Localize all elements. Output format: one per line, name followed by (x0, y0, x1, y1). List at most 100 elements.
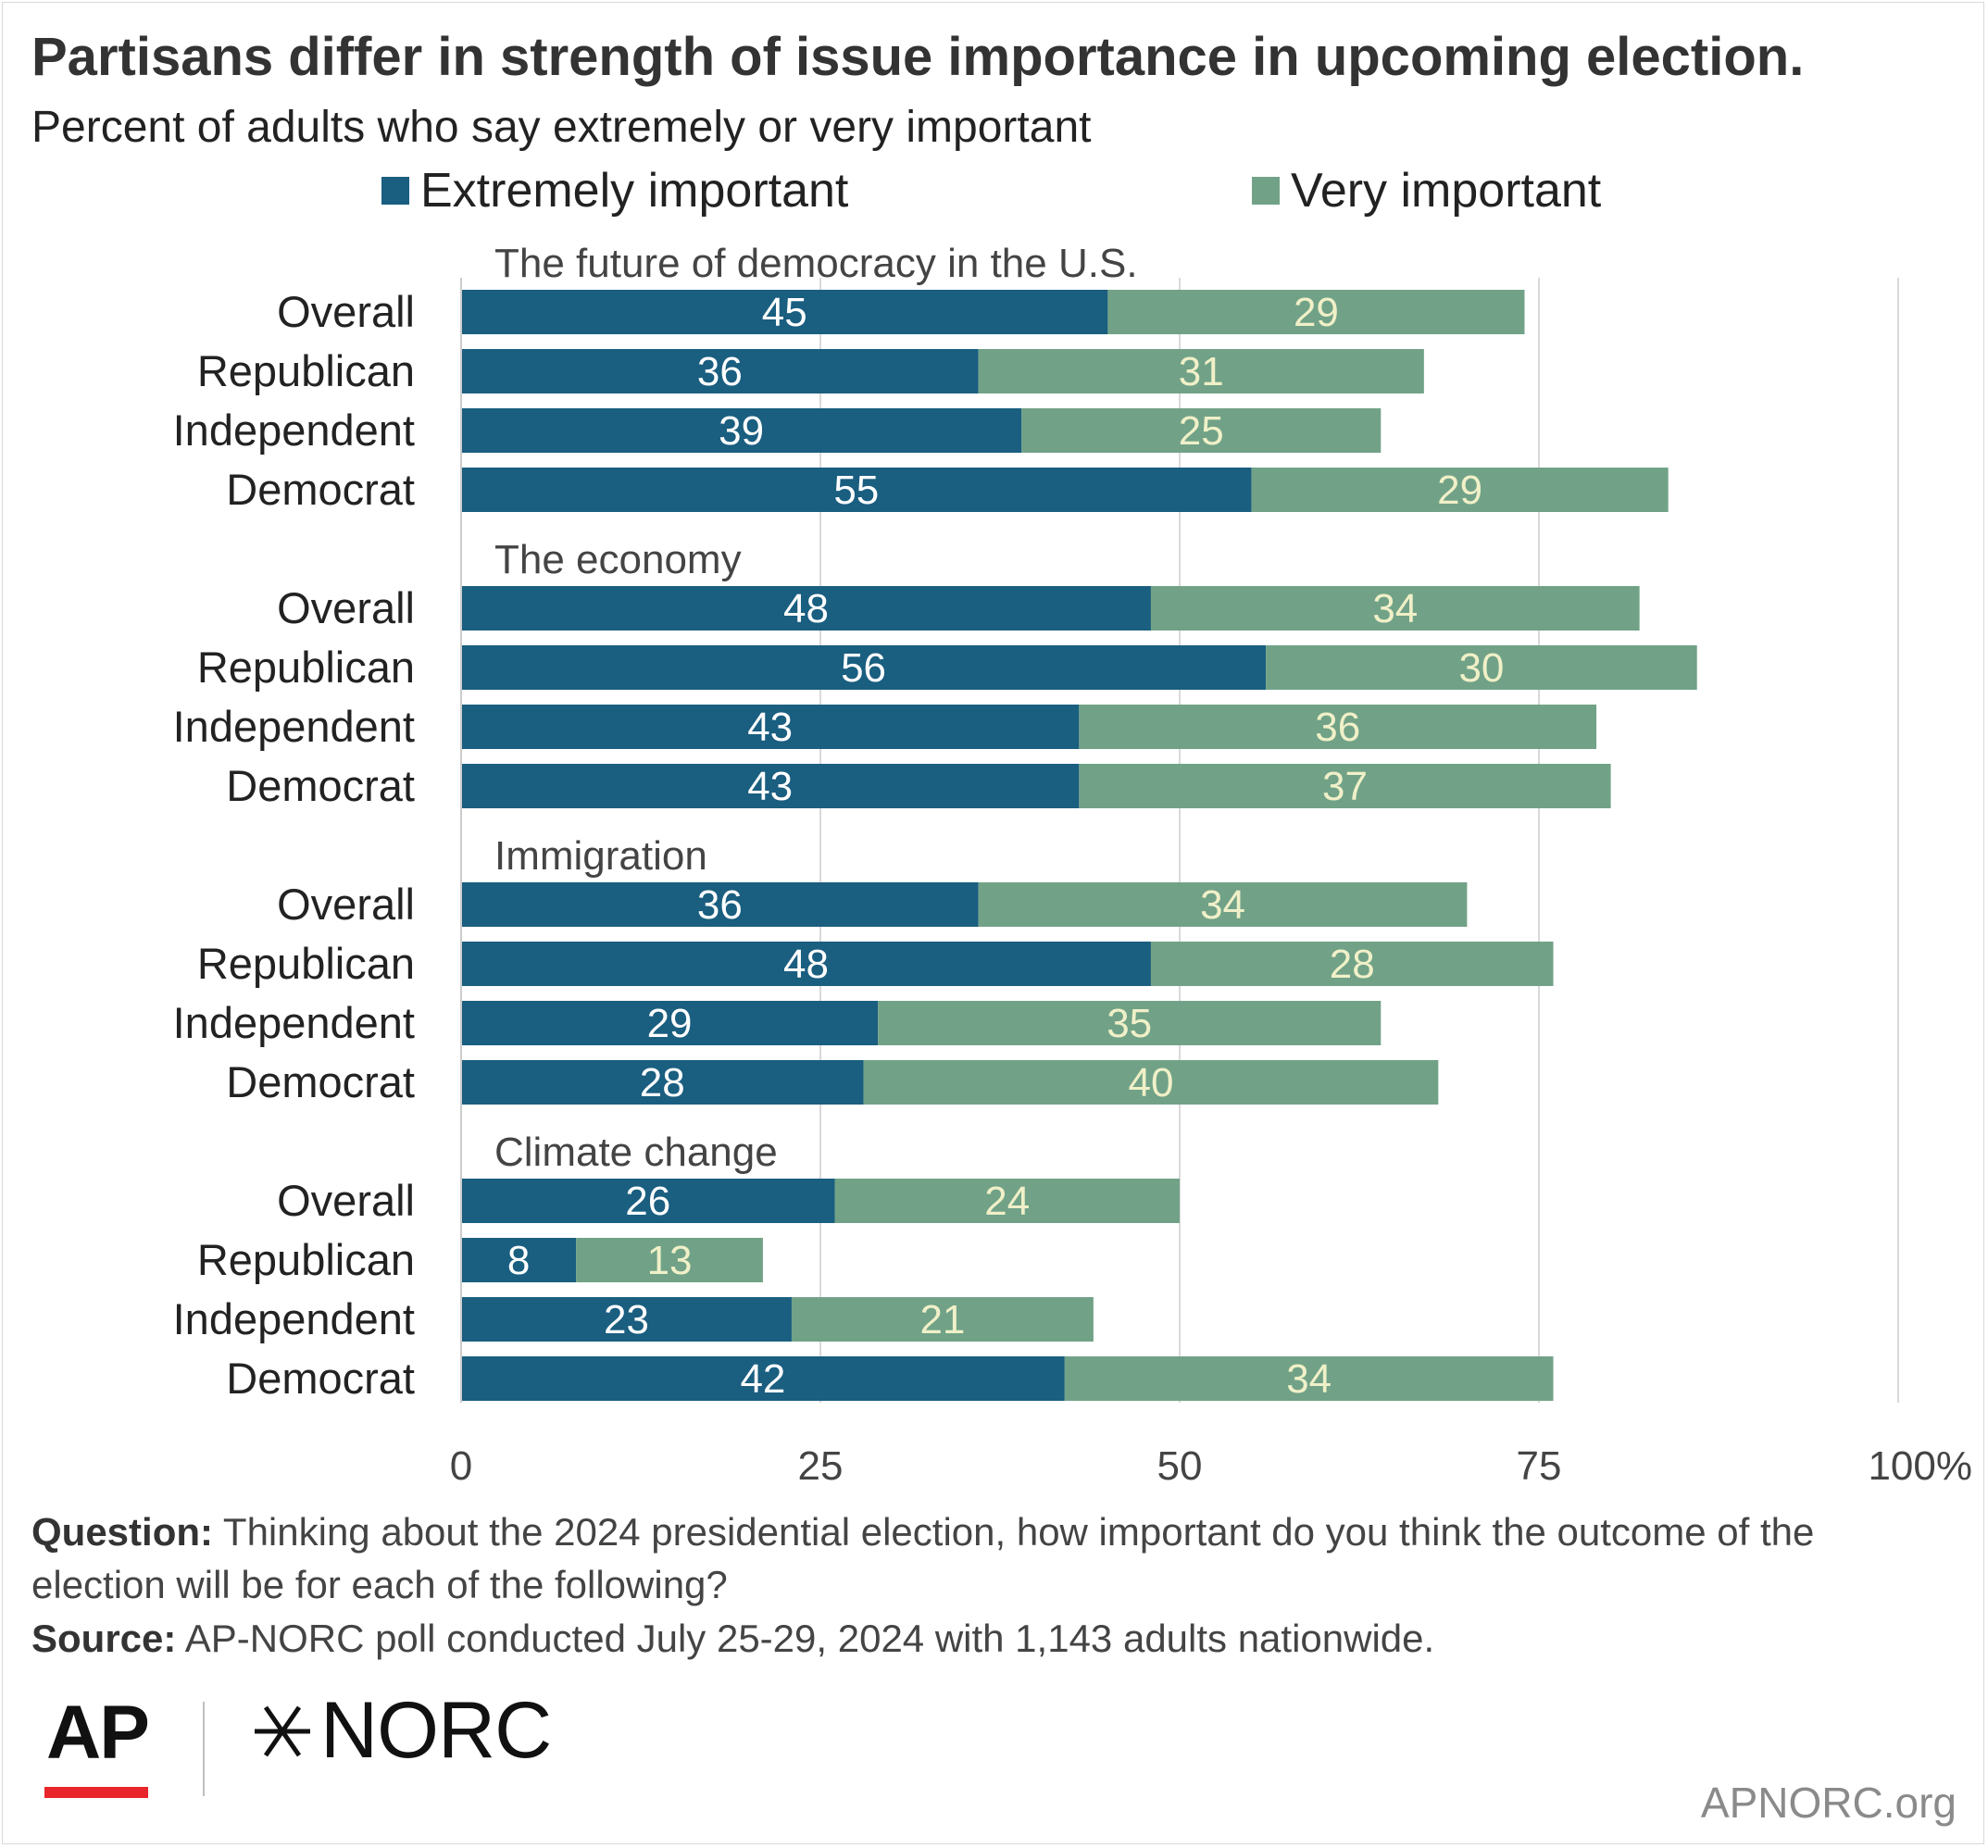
data-label: 36 (1315, 705, 1360, 750)
data-label: 29 (1437, 468, 1482, 513)
row-label: Overall (277, 880, 415, 929)
data-label: 23 (604, 1297, 649, 1342)
bar-very (1021, 408, 1382, 453)
star-mark-icon (255, 1705, 310, 1756)
data-label: 8 (507, 1238, 530, 1283)
source-label: Source: (31, 1617, 177, 1660)
legend-label-extremely: Extremely important (420, 164, 849, 218)
bar-very (1150, 942, 1554, 986)
data-label: 24 (984, 1179, 1030, 1224)
bar-extremely (461, 349, 979, 393)
source-note: Source: AP-NORC poll conducted July 25-2… (31, 1612, 1434, 1665)
data-label: 21 (919, 1297, 965, 1342)
data-label: 29 (647, 1001, 693, 1046)
row-label: Republican (197, 1235, 415, 1284)
question-note: Question: Thinking about the 2024 presid… (31, 1505, 1957, 1611)
data-label: 28 (1330, 942, 1375, 987)
group-title: Immigration (494, 833, 707, 879)
row-label: Republican (197, 346, 415, 395)
data-label: 30 (1458, 645, 1504, 691)
row-label: Independent (173, 1294, 415, 1343)
row-label: Overall (277, 583, 415, 632)
ap-logo: AP (46, 1691, 150, 1775)
bar-very (1064, 1356, 1554, 1401)
legend-item-very: Very important (1252, 163, 1601, 219)
bar-extremely (461, 1238, 577, 1282)
bar-very (1107, 290, 1525, 334)
group-title: The future of democracy in the U.S. (494, 241, 1138, 286)
data-label: 28 (640, 1060, 685, 1105)
row-label: Democrat (226, 1057, 415, 1106)
chart-title: Partisans differ in strength of issue im… (31, 27, 1805, 87)
data-label: 34 (1372, 586, 1418, 631)
x-tick-label: 25 (798, 1443, 844, 1489)
ap-logo-bar (44, 1787, 148, 1798)
data-label: 43 (747, 705, 793, 750)
x-tick-label: 0 (450, 1443, 472, 1489)
group-title: Climate change (494, 1130, 778, 1175)
row-label: Democrat (226, 465, 415, 514)
data-label: 48 (783, 942, 829, 987)
bar-extremely (461, 1356, 1065, 1401)
data-label: 56 (841, 645, 886, 691)
question-label: Question: (31, 1510, 213, 1554)
data-label: 29 (1294, 290, 1339, 335)
bar-very (576, 1238, 763, 1282)
data-label: 26 (625, 1179, 670, 1224)
bar-very (978, 882, 1468, 927)
group-title: The economy (494, 537, 742, 582)
bar-extremely (461, 1001, 879, 1045)
data-label: 43 (747, 764, 793, 809)
row-label: Democrat (226, 761, 415, 810)
bar-very (863, 1060, 1439, 1105)
legend-item-extremely: Extremely important (381, 163, 848, 219)
stacked-bar-chart: The future of democracy in the U.S. Overa… (173, 241, 1972, 1489)
bar-extremely (461, 882, 979, 927)
data-label: 42 (740, 1356, 785, 1402)
data-label: 55 (833, 468, 879, 513)
data-label: 35 (1107, 1001, 1152, 1046)
data-label: 13 (647, 1238, 693, 1283)
norc-logo-text: NORC (320, 1686, 552, 1775)
x-tick-label: 75 (1517, 1443, 1562, 1489)
bar-very (834, 1179, 1180, 1223)
data-label: 45 (762, 290, 807, 335)
bar-very (791, 1297, 1094, 1342)
bar-extremely (461, 645, 1267, 690)
source-text: AP-NORC poll conducted July 25-29, 2024 … (176, 1617, 1435, 1660)
data-label: 31 (1179, 349, 1224, 394)
logo-divider (203, 1702, 205, 1796)
row-label: Overall (277, 287, 415, 336)
norc-logo: NORC (252, 1685, 552, 1777)
row-label: Overall (277, 1176, 415, 1225)
bar-extremely (461, 764, 1080, 808)
data-label: 36 (697, 882, 743, 928)
bar-extremely (461, 942, 1151, 986)
data-label: 48 (783, 586, 829, 631)
data-label: 39 (719, 408, 764, 454)
bar-extremely (461, 1297, 792, 1342)
bar-extremely (461, 1179, 835, 1223)
row-label: Republican (197, 939, 415, 988)
bar-extremely (461, 468, 1252, 512)
bar-very (1079, 764, 1611, 808)
data-label: 40 (1128, 1060, 1173, 1105)
bar-very (1251, 468, 1669, 512)
bar-extremely (461, 1060, 864, 1105)
site-url: APNORC.org (1700, 1779, 1957, 1827)
legend-label-very: Very important (1291, 164, 1602, 218)
row-label: Independent (173, 702, 415, 751)
data-label: 25 (1179, 408, 1224, 454)
bar-extremely (461, 586, 1151, 631)
bar-extremely (461, 408, 1022, 453)
bar-extremely (461, 290, 1108, 334)
x-tick-label: 100% (1868, 1443, 1972, 1489)
bar-very (978, 349, 1424, 393)
data-label: 37 (1322, 764, 1368, 809)
question-text: Thinking about the 2024 presidential ele… (31, 1510, 1815, 1606)
chart-subtitle: Percent of adults who say extremely or v… (31, 103, 1092, 152)
bar-very (1266, 645, 1697, 690)
bar-very (878, 1001, 1382, 1045)
legend-swatch-very (1252, 177, 1280, 205)
